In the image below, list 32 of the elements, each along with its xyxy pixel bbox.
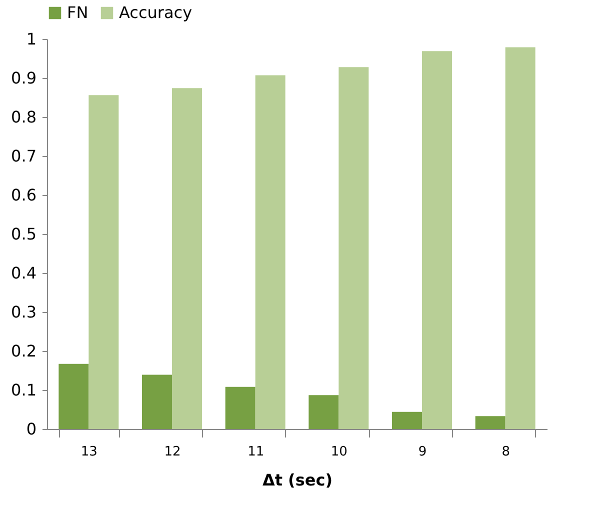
- bar: [422, 51, 452, 429]
- bar: [142, 374, 172, 429]
- y-tick-label: 0.3: [11, 302, 36, 322]
- y-tick-label: 0.5: [11, 224, 36, 244]
- x-tick-label: 10: [330, 444, 348, 460]
- bar: [505, 47, 536, 429]
- x-tick-label: 11: [248, 444, 264, 460]
- bar: [308, 395, 339, 429]
- y-tick-label: 0.7: [11, 146, 36, 166]
- y-tick-label: 0.8: [11, 108, 36, 126]
- y-tick-label: 0.9: [11, 68, 36, 88]
- bar: [475, 416, 506, 429]
- y-tick-label: 0.2: [11, 342, 36, 360]
- legend-label: Accuracy: [119, 3, 192, 22]
- y-tick-label: 0: [26, 420, 36, 438]
- x-axis-title: Δt (sec): [262, 470, 333, 490]
- bar: [58, 364, 89, 429]
- bar: [392, 412, 422, 429]
- bar: [88, 95, 119, 429]
- legend-label: FN: [67, 3, 88, 22]
- y-tick-label: 0.4: [11, 264, 36, 282]
- bar: [225, 386, 256, 429]
- y-tick-label: 0.1: [11, 380, 36, 400]
- bar: [172, 88, 202, 429]
- x-tick-label: 9: [418, 444, 427, 460]
- x-tick-label: 8: [502, 444, 510, 460]
- y-tick-label: 0.6: [11, 186, 36, 204]
- x-tick-label: 12: [164, 444, 181, 460]
- x-tick-label: 13: [80, 444, 98, 460]
- bar: [255, 75, 286, 429]
- y-tick-label: 1: [26, 30, 36, 48]
- bar: [338, 67, 369, 429]
